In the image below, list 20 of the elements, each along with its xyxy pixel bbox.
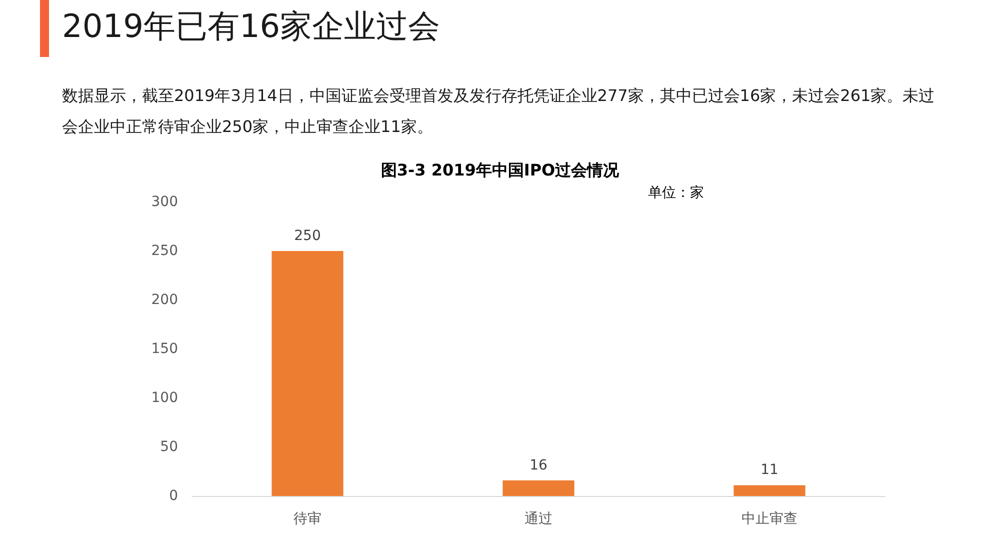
y-tick-label: 300: [151, 194, 178, 210]
caption: 图3-3 2019年中国IPO过会情况: [380, 160, 620, 180]
text: 单位：家: [648, 185, 704, 201]
data-label: 250: [294, 228, 321, 244]
data-label: 16: [530, 457, 548, 474]
x-tick-label: 中止审查: [742, 511, 798, 527]
data-label: 11: [760, 462, 778, 478]
x-tick-label: 通过: [524, 511, 552, 527]
y-tick-label: 250: [151, 243, 178, 259]
y-tick-label: 50: [160, 439, 178, 455]
y-tick-label: 100: [151, 390, 178, 406]
y-tick-label: 0: [169, 488, 178, 504]
bar: [734, 485, 806, 496]
bar: [502, 480, 574, 496]
x-tick-label: 待审: [294, 511, 322, 527]
chart-title: 2019年已有16家企业过会: [62, 6, 440, 46]
chart-subtitle: 数据显示，截至2019年3月14日，中国证监会受理首发及发行存托凭证企业277家，其中已过会16家，未过会261家。未过会企业中正常待审企业250家，中止审查企业11家。: [62, 85, 936, 138]
y-tick-label: 150: [151, 341, 178, 357]
y-tick-label: 200: [151, 292, 178, 308]
bar: [272, 251, 344, 496]
